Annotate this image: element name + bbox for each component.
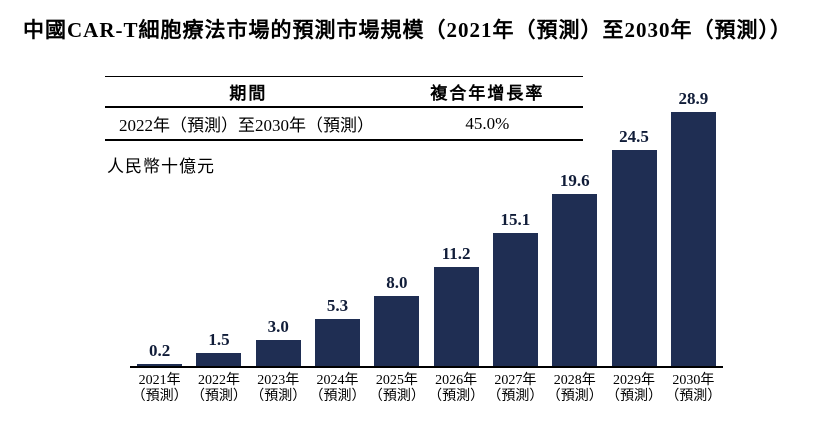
bar-value-label: 8.0 [386, 273, 408, 292]
x-axis-label-note: （預測） [606, 389, 663, 404]
x-axis-label-year: 2027年 [494, 373, 537, 388]
bar-group-2022年: 1.5 [189, 331, 248, 366]
bar-group-2026年: 11.2 [426, 245, 485, 366]
bar [315, 319, 361, 366]
bar-value-label: 28.9 [678, 89, 709, 108]
bar-value-label: 15.1 [500, 210, 531, 229]
x-axis-label: 2026年 （預測） [426, 373, 485, 405]
bar-value-label: 24.5 [619, 127, 649, 146]
x-axis-label-note: （預測） [546, 389, 603, 404]
bar-value-label: 5.3 [326, 296, 349, 315]
x-axis-label-note: （預測） [131, 389, 188, 404]
bar [255, 340, 301, 366]
bar [137, 364, 183, 366]
bar [196, 353, 242, 366]
x-axis-label-note: （預測） [368, 389, 425, 404]
bar-group-2028年: 19.6 [545, 172, 604, 366]
bar-value-label: 11.2 [441, 244, 471, 263]
x-axis-label-year: 2024年 [316, 373, 359, 388]
x-axis-label-note: （預測） [665, 389, 722, 404]
x-axis-label-year: 2029年 [613, 373, 656, 388]
table-cell-period: 2022年（預測）至2030年（預測） [119, 116, 374, 135]
x-axis-label-note: （預測） [250, 389, 307, 404]
x-axis-label-year: 2022年 [197, 373, 240, 388]
bar-value-label: 19.6 [559, 171, 590, 190]
table-cell-cagr: 45.0% [465, 113, 510, 133]
cagr-table-data-row: 2022年（預測）至2030年（預測） 45.0% [105, 108, 583, 141]
bar [611, 150, 657, 366]
bar [552, 194, 598, 366]
x-axis-label-year: 2021年 [138, 373, 181, 388]
x-axis-label-year: 2025年 [375, 373, 418, 388]
x-axis-label: 2022年 （預測） [189, 373, 248, 405]
bar-value-label: 1.5 [208, 330, 230, 349]
x-axis-label-note: （預測） [190, 389, 247, 404]
bar-group-2025年: 8.0 [367, 274, 426, 366]
table-header-cagr: 複合年增長率 [430, 84, 545, 103]
x-axis-label-note: （預測） [487, 389, 544, 404]
chart-title: 中國CAR-T細胞療法市場的預測市場規模（2021年（預測）至2030年（預測）… [23, 18, 792, 42]
x-axis-label: 2028年 （預測） [545, 373, 604, 405]
table-header-period: 期間 [229, 84, 268, 103]
x-axis-label-year: 2026年 [435, 373, 478, 388]
y-axis-unit-label: 人民幣十億元 [107, 157, 215, 176]
bar-value-label: 3.0 [267, 317, 289, 336]
bar-group-2029年: 24.5 [604, 128, 663, 366]
bar-group-2030年: 28.9 [664, 90, 723, 366]
bar [374, 296, 420, 366]
x-axis-label: 2029年 （預測） [604, 373, 663, 405]
x-axis-label-year: 2028年 [553, 373, 596, 388]
x-axis-labels-row: 2021年 （預測） 2022年 （預測） 2023年 （預測） 2024年 （預測） 2025… [130, 373, 723, 405]
x-axis-label-year: 2023年 [257, 373, 300, 388]
bar-chart-plot-area: 0.2 1.5 3.0 5.3 8.0 11.2 15.1 19.6 24.5 28.9 [130, 86, 723, 368]
x-axis-label-note: （預測） [428, 389, 485, 404]
x-axis-label-note: （預測） [309, 389, 366, 404]
bar-group-2021年: 0.2 [130, 342, 189, 366]
bar-group-2027年: 15.1 [486, 211, 545, 366]
bar-group-2023年: 3.0 [249, 318, 308, 366]
cagr-table-header-row: 期間 複合年增長率 [105, 77, 583, 108]
x-axis-label: 2030年 （預測） [664, 373, 723, 405]
bar [670, 112, 716, 366]
x-axis-label: 2021年 （預測） [130, 373, 189, 405]
x-axis-label: 2024年 （預測） [308, 373, 367, 405]
x-axis-label-year: 2030年 [672, 373, 715, 388]
x-axis-label: 2027年 （預測） [486, 373, 545, 405]
bar [492, 233, 538, 366]
x-axis-label: 2025年 （預測） [367, 373, 426, 405]
bar-group-2024年: 5.3 [308, 297, 367, 366]
x-axis-label: 2023年 （預測） [249, 373, 308, 405]
bar-value-label: 0.2 [149, 341, 171, 360]
bar [433, 267, 479, 366]
cagr-table: 期間 複合年增長率 2022年（預測）至2030年（預測） 45.0% [105, 76, 583, 141]
